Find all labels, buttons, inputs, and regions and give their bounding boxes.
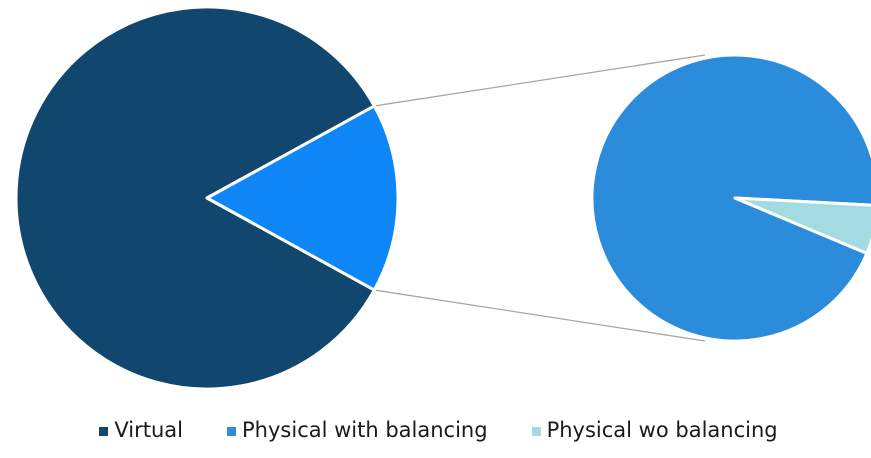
- legend-swatch-physical-with-balancing: [227, 426, 237, 436]
- legend-swatch-virtual: [99, 426, 109, 436]
- legend-label-physical-wo-balancing: Physical wo balancing: [546, 418, 778, 442]
- chart-legend: Virtual Physical with balancing Physical…: [0, 418, 871, 458]
- pie-slice-physical-with-balancing: [590, 53, 871, 343]
- legend-label-physical-with-balancing: Physical with balancing: [242, 418, 488, 442]
- legend-swatch-physical-wo-balancing: [531, 426, 541, 436]
- legend-label-virtual: Virtual: [114, 418, 184, 442]
- pie-slice-virtual: [14, 5, 376, 391]
- connector-line-top: [374, 54, 706, 107]
- legend-item-physical-wo-balancing: Physical wo balancing: [531, 418, 778, 442]
- legend-item-physical-with-balancing: Physical with balancing: [227, 418, 488, 442]
- pie-slice-other-physical: [205, 104, 400, 292]
- connector-line-bottom: [374, 289, 706, 342]
- legend-item-virtual: Virtual: [99, 418, 183, 442]
- pie-slice-physical-wo-balancing: [733, 196, 871, 255]
